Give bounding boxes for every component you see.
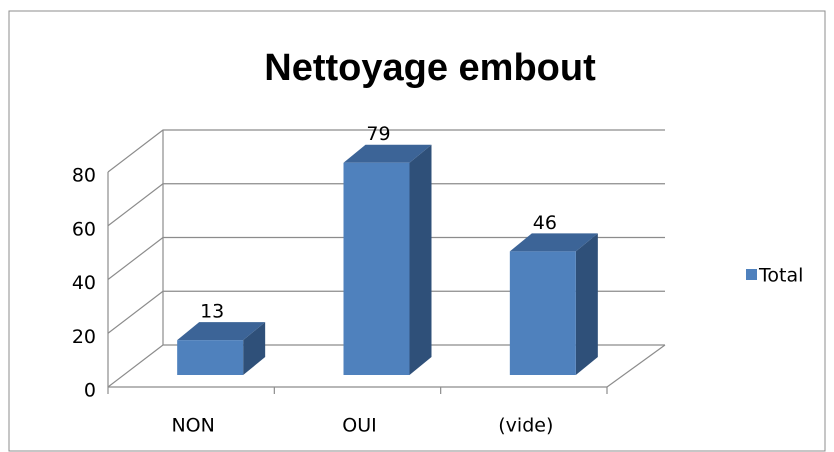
- y-tick-label: 60: [72, 218, 96, 240]
- grid-line: [107, 344, 665, 388]
- bar-side: [409, 144, 432, 375]
- y-tick-label: 20: [72, 326, 96, 348]
- bar-top: [509, 233, 598, 252]
- bar-top: [343, 144, 432, 163]
- value-label: 46: [533, 212, 557, 234]
- legend-swatch: [746, 269, 757, 280]
- y-tick-label: 0: [84, 380, 96, 402]
- grid-line: [107, 236, 665, 280]
- grid-line: [107, 129, 665, 173]
- bar-front: [509, 251, 576, 375]
- y-tick-label: 40: [72, 272, 96, 294]
- bar-front: [343, 162, 410, 375]
- bar-front: [177, 340, 244, 375]
- x-tick-label: NON: [171, 415, 214, 437]
- x-tick-label: OUI: [342, 415, 376, 437]
- y-tick-label: 80: [72, 165, 96, 187]
- chart-title: Nettoyage embout: [264, 47, 596, 89]
- bar: [177, 322, 266, 375]
- bar-side: [243, 322, 266, 375]
- bar-top: [177, 322, 266, 341]
- legend-label: Total: [758, 265, 803, 287]
- value-label: 79: [366, 123, 390, 145]
- grid-line: [107, 290, 665, 334]
- bar: [509, 233, 598, 375]
- value-label: 13: [200, 301, 224, 323]
- floor-right: [606, 344, 666, 388]
- bar: [343, 144, 432, 375]
- x-tick-label: (vide): [498, 415, 553, 437]
- grid-line: [107, 183, 665, 227]
- bar-side: [575, 233, 598, 375]
